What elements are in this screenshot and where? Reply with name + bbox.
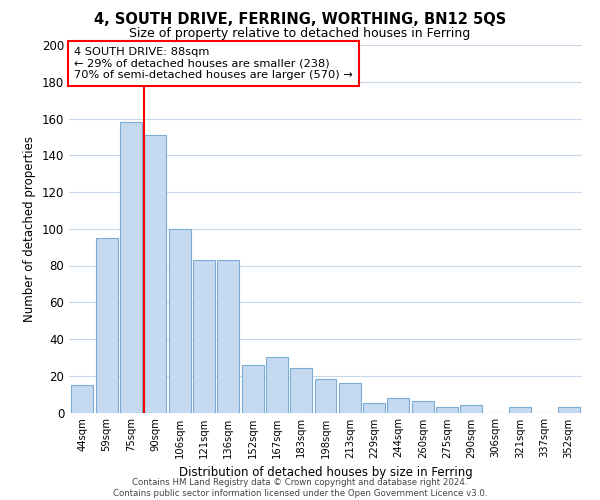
Bar	[120, 122, 142, 412]
Bar	[290, 368, 312, 412]
Bar	[436, 407, 458, 412]
Bar	[145, 135, 166, 412]
Bar	[193, 260, 215, 412]
Bar	[266, 358, 288, 412]
Text: Size of property relative to detached houses in Ferring: Size of property relative to detached ho…	[130, 28, 470, 40]
Bar	[509, 407, 531, 412]
Bar	[242, 364, 263, 412]
Bar	[388, 398, 409, 412]
Bar	[314, 380, 337, 412]
Bar	[363, 404, 385, 412]
Text: 4 SOUTH DRIVE: 88sqm
← 29% of detached houses are smaller (238)
70% of semi-deta: 4 SOUTH DRIVE: 88sqm ← 29% of detached h…	[74, 47, 353, 80]
Bar	[339, 383, 361, 412]
Text: Contains HM Land Registry data © Crown copyright and database right 2024.
Contai: Contains HM Land Registry data © Crown c…	[113, 478, 487, 498]
X-axis label: Distribution of detached houses by size in Ferring: Distribution of detached houses by size …	[179, 466, 472, 479]
Bar	[169, 229, 191, 412]
Bar	[217, 260, 239, 412]
Bar	[96, 238, 118, 412]
Bar	[557, 407, 580, 412]
Bar	[412, 402, 434, 412]
Bar	[460, 405, 482, 412]
Y-axis label: Number of detached properties: Number of detached properties	[23, 136, 36, 322]
Bar	[71, 385, 94, 412]
Text: 4, SOUTH DRIVE, FERRING, WORTHING, BN12 5QS: 4, SOUTH DRIVE, FERRING, WORTHING, BN12 …	[94, 12, 506, 28]
